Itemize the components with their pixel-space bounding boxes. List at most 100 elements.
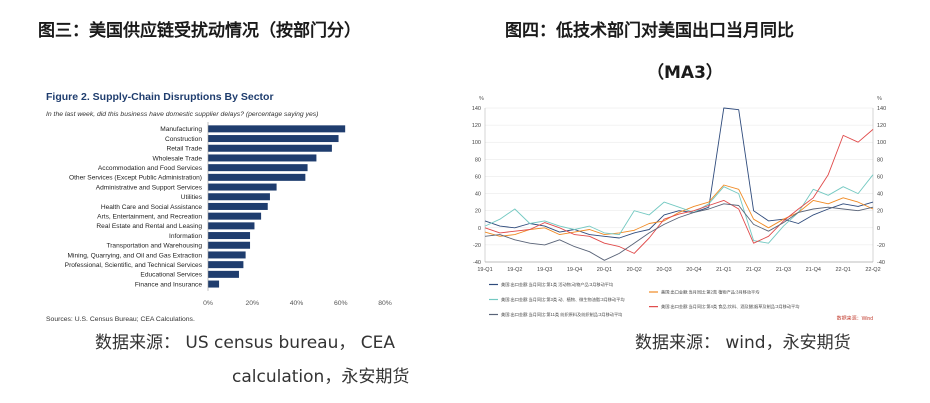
line-y-tick-left: 0 — [478, 226, 481, 232]
bar — [208, 251, 246, 259]
right-source-line-1: 数据来源： wind，永安期货 — [635, 333, 851, 353]
bar-chart-subtitle: In the last week, did this business have… — [46, 111, 318, 118]
line-x-tick: 20-Q3 — [656, 267, 671, 273]
line-y-tick-right: -20 — [877, 243, 885, 249]
line-x-tick: 19-Q3 — [537, 267, 552, 273]
line-x-tick: 21-Q1 — [716, 267, 731, 273]
right-panel-heading-line1: 图四：低技术部门对美国出口当月同比 — [505, 21, 794, 41]
line-y-tick-left: 20 — [475, 209, 481, 215]
line-y-tick-right: 140 — [877, 106, 886, 112]
bar — [208, 212, 262, 220]
bar-x-tick: 80% — [378, 300, 392, 307]
line-y-tick-right: 100 — [877, 140, 886, 146]
line-series — [484, 174, 874, 244]
bar — [208, 125, 346, 133]
line-y-tick-right: 120 — [877, 123, 886, 129]
line-series — [484, 107, 874, 239]
bar-category-label: Administrative and Support Services — [96, 184, 203, 191]
line-x-tick: 20-Q2 — [627, 267, 642, 273]
line-legend-label: 美国:出口金额:当月同比:第2类 植物产品:3月移动平均 — [661, 289, 759, 296]
line-y-tick-right: 20 — [877, 209, 883, 215]
bar-category-label: Accommodation and Food Services — [98, 165, 203, 172]
bar — [208, 164, 308, 172]
bar — [208, 173, 306, 181]
line-y-tick-left: -40 — [473, 260, 481, 266]
left-panel: 图三：美国供应链受扰动情况（按部门分） Figure 2. Supply-Cha… — [0, 21, 465, 400]
line-y-tick-left: 40 — [475, 192, 481, 198]
right-panel: 图四：低技术部门对美国出口当月同比 （MA3） %% 140 140 120 120 10… — [465, 0, 930, 403]
bar-category-label: Mining, Quarrying, and Oil and Gas Extra… — [67, 252, 202, 259]
line-y-tick-left: 120 — [472, 123, 481, 129]
line-legend-label: 美国:出口金额:当月同比:第1类 活动物;动物产品:3月移动平均 — [501, 281, 613, 288]
bar-x-tick: 0% — [203, 300, 213, 307]
line-legend-label: 美国:出口金额:当月同比:第4类 食品;饮料、酒及醋;烟草及制品:3月移动平均 — [661, 303, 799, 310]
line-right-unit: % — [877, 96, 882, 102]
left-source-line-1: 数据来源： US census bureau， CEA — [95, 333, 395, 353]
bar-x-tick: 60% — [334, 300, 348, 307]
export-yoy-line-chart: % % 140 140 120 120 100 100 80 80 60 60 40 40 20 20 0 0 -2… — [472, 96, 886, 320]
line-x-tick: 21-Q4 — [806, 267, 821, 273]
bar-category-label: Health Care and Social Assistance — [101, 204, 202, 211]
line-y-tick-right: 40 — [877, 192, 883, 198]
line-legend-label: 美国:出口金额:当月同比:第11类 纺织原料及纺织制品:3月移动平均 — [501, 311, 622, 318]
line-x-tick: 20-Q4 — [686, 267, 701, 273]
right-panel-heading-line2: （MA3） — [647, 63, 723, 83]
bar — [208, 222, 255, 230]
bar — [208, 183, 277, 191]
bar-category-label: Transportation and Warehousing — [106, 243, 202, 250]
bar-category-label: Manufacturing — [160, 126, 202, 133]
bar-category-label: Retail Trade — [166, 146, 202, 153]
line-series — [484, 203, 874, 261]
bar — [208, 232, 251, 240]
bar — [208, 261, 244, 269]
bar-category-label: Information — [169, 233, 202, 240]
line-y-tick-right: 60 — [877, 174, 883, 180]
left-source-line-2: calculation，永安期货 — [232, 367, 410, 387]
line-left-unit: % — [479, 96, 484, 102]
bar — [208, 270, 239, 278]
bar-category-label: Real Estate and Rental and Leasing — [96, 223, 202, 230]
bar-category-label: Educational Services — [140, 272, 202, 279]
bar-chart-title: Figure 2. Supply-Chain Disruptions By Se… — [46, 91, 274, 103]
line-x-tick: 19-Q4 — [567, 267, 582, 273]
bar — [208, 241, 251, 249]
sector-bar-chart: Figure 2. Supply-Chain Disruptions By Se… — [0, 80, 465, 400]
line-y-tick-left: 60 — [475, 174, 481, 180]
line-y-tick-right: 80 — [877, 157, 883, 163]
bar-chart-background — [0, 80, 465, 400]
line-y-tick-left: 80 — [475, 157, 481, 163]
line-x-tick: 21-Q2 — [746, 267, 761, 273]
line-chart-source-note: 数据来源：Wind — [837, 315, 874, 320]
bar — [208, 280, 220, 288]
bar-x-tick: 40% — [290, 300, 304, 307]
bar — [208, 135, 339, 143]
line-y-tick-right: -40 — [877, 260, 885, 266]
bar-x-tick: 20% — [245, 300, 259, 307]
line-legend-label: 美国:出口金额:当月同比:第3类 动、植物、微生物油脂:3月移动平均 — [501, 296, 625, 303]
bar-category-label: Other Services (Except Public Administra… — [69, 175, 202, 182]
line-y-tick-left: -20 — [473, 243, 481, 249]
bar — [208, 154, 317, 162]
bar — [208, 144, 332, 152]
line-y-tick-left: 100 — [472, 140, 481, 146]
line-x-tick: 20-Q1 — [597, 267, 612, 273]
bar-category-label: Professional, Scientific, and Technical … — [65, 262, 203, 269]
line-x-tick: 19-Q1 — [477, 267, 492, 273]
left-panel-heading: 图三：美国供应链受扰动情况（按部门分） — [38, 21, 361, 41]
line-series — [484, 184, 874, 237]
line-x-tick: 21-Q3 — [776, 267, 791, 273]
bar — [208, 202, 268, 210]
line-x-tick: 22-Q2 — [865, 267, 880, 273]
bar-category-label: Wholesale Trade — [153, 155, 203, 162]
bar-category-label: Construction — [165, 136, 202, 143]
line-y-tick-left: 140 — [472, 106, 481, 112]
bar-chart-source: Sources: U.S. Census Bureau; CEA Calcula… — [46, 316, 195, 323]
bar-category-label: Arts, Entertainment, and Recreation — [97, 213, 202, 220]
line-y-tick-right: 0 — [877, 226, 880, 232]
bar-category-label: Utilities — [181, 194, 203, 201]
line-x-tick: 22-Q1 — [836, 267, 851, 273]
line-series — [484, 129, 874, 254]
bar — [208, 193, 270, 201]
bar-category-label: Finance and Insurance — [135, 281, 202, 288]
line-x-tick: 19-Q2 — [507, 267, 522, 273]
